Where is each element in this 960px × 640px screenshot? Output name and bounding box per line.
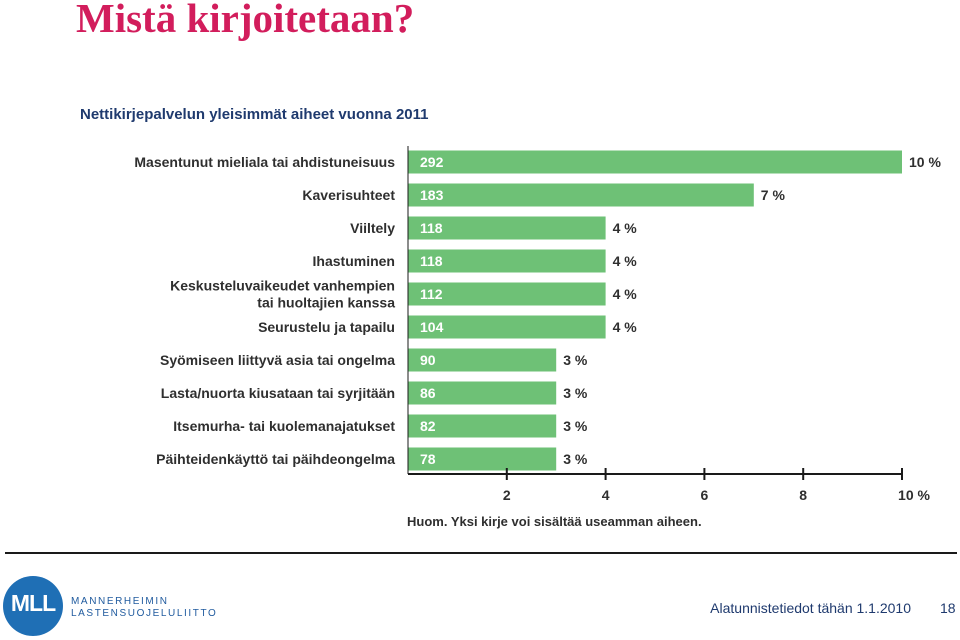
bar-value-label-0: 10 % (909, 154, 941, 170)
bar-5 (408, 315, 606, 339)
bar-value-label-2: 4 % (613, 220, 638, 236)
chart-note: Huom. Yksi kirje voi sisältää useamman a… (407, 514, 702, 529)
bar-1 (408, 183, 754, 207)
bar-count-label-2: 118 (420, 220, 443, 236)
category-label-0: Masentunut mieliala tai ahdistuneisuus (134, 154, 395, 170)
mll-logo-text: MLL (10, 590, 56, 616)
x-tick-label-0: 2 (503, 487, 511, 503)
category-label-6: Syömiseen liittyvä asia tai ongelma (160, 352, 395, 368)
bar-count-label-5: 104 (420, 319, 444, 335)
category-label-4-0: Keskusteluvaikeudet vanhempien (170, 278, 395, 294)
bar-0 (408, 150, 902, 174)
bar-3 (408, 249, 606, 273)
bar-value-label-3: 4 % (613, 253, 638, 269)
category-label-9: Päihteidenkäyttö tai päihdeongelma (156, 451, 395, 467)
bar-2 (408, 216, 606, 240)
page-number: 18 (940, 600, 956, 616)
footer-text: Alatunnistetiedot tähän 1.1.2010 (710, 600, 911, 616)
bar-value-label-6: 3 % (563, 352, 588, 368)
bar-value-label-1: 7 % (761, 187, 786, 203)
category-label-2: Viiltely (350, 220, 395, 236)
bar-4 (408, 282, 606, 306)
bar-count-label-6: 90 (420, 352, 436, 368)
logo-org-line1: MANNERHEIMIN (71, 596, 169, 607)
bar-value-label-8: 3 % (563, 418, 588, 434)
bar-count-label-8: 82 (420, 418, 436, 434)
x-tick-label-2: 6 (701, 487, 709, 503)
bar-count-label-1: 183 (420, 187, 444, 203)
x-axis: 2 4 6 8 10 % (407, 146, 931, 503)
bar-count-label-9: 78 (420, 451, 436, 467)
bar-count-label-7: 86 (420, 385, 436, 401)
category-label-3: Ihastuminen (313, 253, 395, 269)
category-label-4-1: tai huoltajien kanssa (257, 295, 395, 311)
bar-9 (408, 447, 557, 471)
category-label-1: Kaverisuhteet (302, 187, 395, 203)
bar-count-label-0: 292 (420, 154, 444, 170)
slide-title: Mistä kirjoitetaan? (76, 0, 415, 41)
x-tick-label-3: 8 (799, 487, 807, 503)
bar-count-label-4: 112 (420, 286, 443, 302)
bar-value-label-7: 3 % (563, 385, 588, 401)
bar-count-label-3: 118 (420, 253, 443, 269)
category-label-5: Seurustelu ja tapailu (258, 319, 395, 335)
chart: Nettikirjepalvelun yleisimmät aiheet vuo… (80, 106, 941, 529)
bars-layer: 292 10 % Masentunut mieliala tai ahdistune… (134, 150, 941, 471)
mll-logo: MLL MANNERHEIMIN LASTENSUOJELULIITTO (3, 576, 216, 636)
bar-value-label-9: 3 % (563, 451, 588, 467)
logo-org-line2: LASTENSUOJELULIITTO (71, 608, 218, 619)
x-tick-label-4: 10 % (898, 487, 930, 503)
bar-6 (408, 348, 557, 372)
footer-divider (5, 552, 957, 554)
bar-value-label-5: 4 % (613, 319, 638, 335)
bar-8 (408, 414, 557, 438)
chart-svg: Nettikirjepalvelun yleisimmät aiheet vuo… (80, 106, 941, 529)
category-label-7: Lasta/nuorta kiusataan tai syrjitään (161, 385, 395, 401)
mll-logo-mark: MLL (3, 576, 63, 636)
chart-title: Nettikirjepalvelun yleisimmät aiheet vuo… (80, 106, 428, 123)
bar-value-label-4: 4 % (613, 286, 638, 302)
bar-7 (408, 381, 557, 405)
category-label-8: Itsemurha- tai kuolemanajatukset (173, 418, 395, 434)
x-tick-label-1: 4 (602, 487, 610, 503)
